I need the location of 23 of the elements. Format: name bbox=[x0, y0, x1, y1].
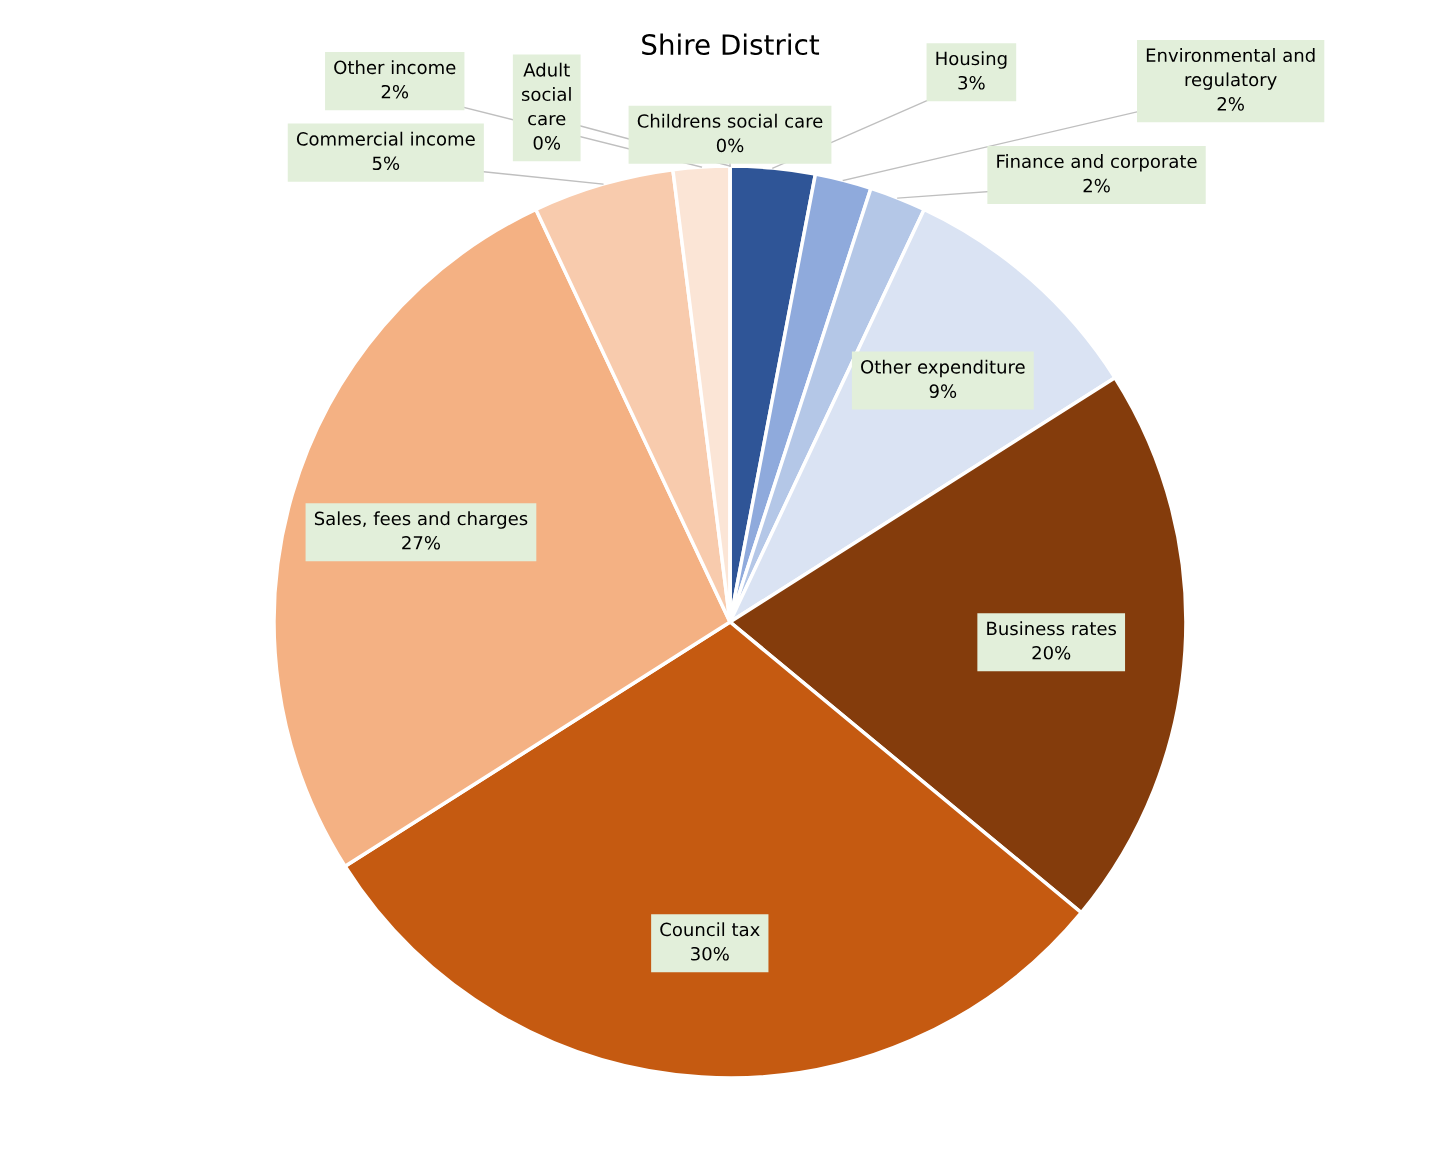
slice-label: Commercial income bbox=[296, 131, 475, 146]
data-label: 5% bbox=[372, 156, 400, 171]
slice-label: Environmental and regulatory bbox=[1146, 48, 1315, 90]
data-label: 20% bbox=[1032, 645, 1071, 660]
text: 0% bbox=[716, 138, 744, 153]
data-label: 2% bbox=[1083, 178, 1110, 193]
text: 0% bbox=[533, 136, 561, 150]
chart-title: Shire District bbox=[642, 33, 820, 56]
slice-label: Finance and corporate bbox=[997, 154, 1197, 172]
slice-label: Other income bbox=[334, 60, 456, 75]
slice-label: Other expenditure bbox=[861, 359, 1025, 378]
slice-label: Sales, fees and charges bbox=[314, 511, 528, 529]
data-label: 2% bbox=[1217, 97, 1244, 111]
data-label: 9% bbox=[929, 384, 957, 398]
category-label: Adult social care bbox=[521, 62, 571, 126]
data-label: 3% bbox=[958, 75, 985, 90]
data-label: 2% bbox=[381, 84, 409, 99]
category-label: Childrens social care bbox=[637, 113, 823, 128]
data-label: 30% bbox=[691, 946, 729, 961]
slice-label: Council tax bbox=[660, 922, 760, 937]
slice-label: Housing bbox=[936, 51, 1007, 69]
slice-label: Business rates bbox=[987, 621, 1117, 636]
data-label: 27% bbox=[402, 535, 441, 550]
